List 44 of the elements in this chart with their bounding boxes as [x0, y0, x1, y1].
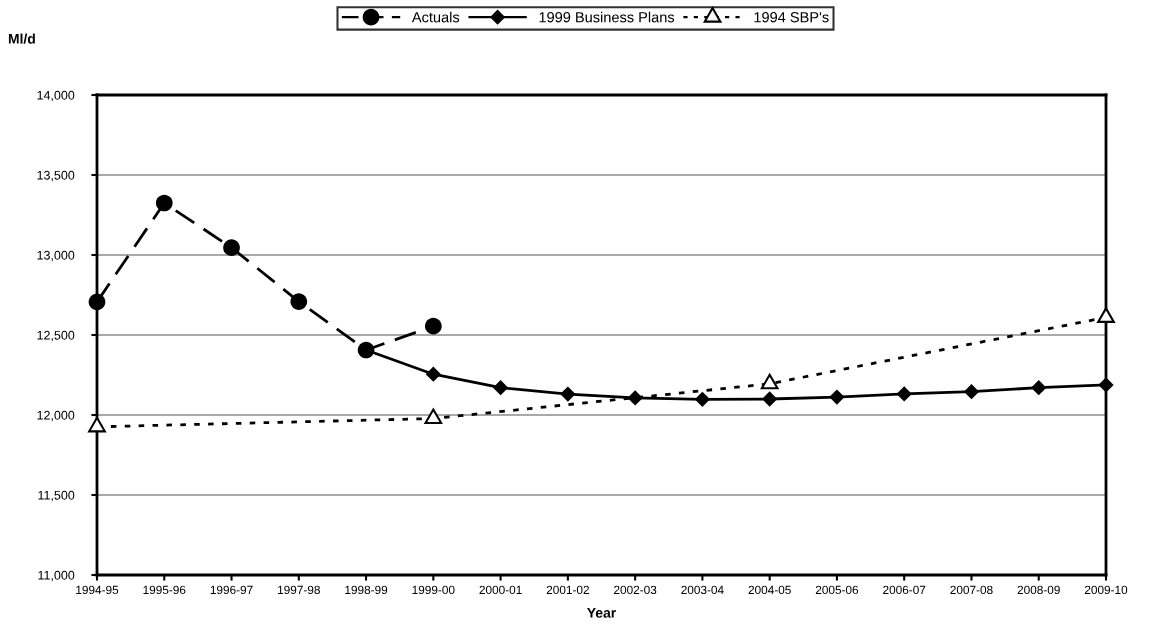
- legend-label: 1999 Business Plans: [539, 11, 675, 23]
- legend-label: 1994 SBP's: [754, 12, 829, 23]
- y-tick-label: 11,500: [38, 490, 75, 502]
- x-tick-label: 2000-01: [479, 585, 522, 595]
- x-tick-label: 1995-96: [143, 585, 186, 595]
- y-tick-label: 12,500: [37, 330, 75, 342]
- point: [425, 366, 441, 382]
- x-tick-label: 2007-08: [950, 585, 993, 595]
- point: [492, 380, 509, 396]
- point: [425, 317, 442, 335]
- point: [1098, 377, 1114, 393]
- point: [963, 384, 980, 400]
- x-tick-label: 1994-95: [76, 585, 119, 595]
- point: [694, 391, 711, 407]
- point: [896, 386, 912, 402]
- point: [762, 391, 778, 407]
- x-tick-label: 1999-00: [412, 585, 455, 595]
- y-tick-label: 13,500: [37, 170, 75, 182]
- y-tick-label: 11,000: [38, 570, 75, 582]
- point: [829, 389, 845, 405]
- x-axis-title: Year: [587, 608, 616, 618]
- x-tick-label: 2004-05: [748, 585, 791, 595]
- point: [290, 293, 308, 310]
- y-tick-label: 14,000: [37, 90, 75, 102]
- x-tick-label: 2002-03: [614, 585, 657, 595]
- point: [560, 386, 576, 402]
- y-axis-title: Ml/d: [8, 33, 35, 44]
- x-tick-label: 2009-10: [1084, 585, 1128, 595]
- point: [223, 239, 240, 256]
- point: [424, 408, 443, 425]
- y-tick-label: 12,000: [37, 410, 75, 422]
- x-tick-label: 2008-09: [1017, 585, 1060, 595]
- x-tick-label: 2005-06: [815, 585, 859, 595]
- x-tick-label: 1996-97: [210, 585, 253, 595]
- point: [1031, 380, 1047, 396]
- y-tick-label: 13,000: [37, 250, 75, 262]
- x-tick-label: 1997-98: [278, 585, 320, 595]
- x-tick-label: 2001-02: [546, 585, 589, 595]
- point: [88, 293, 106, 311]
- legend-label: Actuals: [411, 11, 460, 23]
- x-tick-label: 2006-07: [883, 585, 926, 595]
- x-tick-label: 1998-99: [345, 585, 388, 595]
- x-tick-label: 2003-04: [681, 585, 724, 595]
- point: [155, 194, 173, 212]
